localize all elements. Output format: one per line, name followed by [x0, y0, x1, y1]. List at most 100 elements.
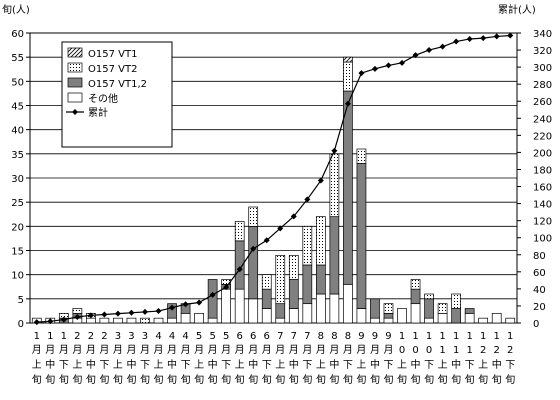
x-tick-label: 月: [302, 344, 312, 356]
bar-segment: [356, 308, 367, 324]
bar-segment: [315, 293, 326, 324]
x-tick-label: 6: [264, 331, 270, 342]
bar-segment: [221, 288, 232, 324]
x-category-label: 9 月中旬: [370, 331, 380, 386]
bar-segment: [248, 225, 259, 300]
bar-segment: [86, 317, 96, 324]
bar-segment: [424, 293, 434, 300]
x-tick-label: 下: [383, 360, 393, 371]
x-category-label: 1 0 中旬: [411, 331, 421, 386]
bar-segment: [261, 288, 272, 309]
cumulative-point: [263, 237, 270, 244]
legend-swatch: [67, 62, 83, 73]
bar-segment: [315, 264, 326, 295]
x-tick-label: 2: [101, 331, 107, 342]
x-category-label: 9 月下旬: [383, 331, 393, 386]
x-tick-label: 月: [154, 344, 164, 356]
cumulative-point: [101, 311, 108, 318]
bar-segment: [207, 279, 218, 319]
x-tick-label: 旬: [397, 373, 407, 386]
bar-segment: [234, 221, 245, 242]
x-tick-label: 旬: [356, 373, 366, 386]
x-category-label: 1 2 上旬: [478, 331, 488, 386]
bar-segment: [356, 163, 367, 309]
bar-segment: [302, 225, 313, 266]
cumulative-point: [128, 309, 135, 316]
x-tick-label: 旬: [262, 373, 272, 386]
x-tick-label: 下: [99, 360, 109, 371]
x-tick-label: 2: [88, 331, 94, 342]
bar-segment: [478, 317, 489, 324]
x-tick-label: 旬: [289, 373, 299, 386]
bar-segment: [113, 317, 123, 324]
bar-segment: [410, 303, 421, 324]
cumulative-point: [141, 308, 148, 315]
x-tick-label: 旬: [235, 373, 245, 386]
bar-segment: [464, 308, 475, 314]
x-tick-label: 月: [72, 344, 82, 356]
x-tick-label: 月: [329, 344, 339, 356]
cumulative-point: [480, 35, 487, 42]
x-tick-label: 旬: [451, 373, 461, 386]
x-tick-label: 4: [182, 331, 188, 342]
left-tick-label: 45: [11, 102, 24, 113]
x-category-label: 2 月中旬: [86, 331, 96, 386]
x-tick-label: 月: [167, 344, 177, 356]
x-tick-label: 旬: [86, 373, 96, 386]
x-tick-label: 8: [318, 331, 324, 342]
x-category-label: 6 月下旬: [262, 331, 272, 386]
right-tick-label: 220: [533, 131, 552, 142]
x-tick-label: 1: [34, 331, 40, 342]
bar-segment: [315, 216, 326, 266]
x-tick-label: 月: [356, 344, 366, 356]
bar-segment: [329, 216, 340, 295]
x-tick-label: 上: [235, 359, 245, 371]
cumulative-point: [250, 245, 257, 252]
right-tick-label: 80: [533, 251, 546, 262]
x-tick-label: 下: [59, 360, 69, 371]
x-tick-label: 月: [383, 344, 393, 356]
bar-segment: [424, 317, 434, 324]
x-tick-label: 3: [128, 331, 134, 342]
cumulative-point: [114, 310, 121, 317]
left-tick-label: 10: [11, 271, 24, 282]
right-tick-label: 140: [533, 200, 552, 211]
x-tick-label: 中: [492, 358, 502, 371]
x-category-label: 2 月上旬: [72, 331, 82, 386]
legend-marker: [72, 109, 78, 115]
x-category-label: 9 月上旬: [356, 331, 366, 386]
x-tick-label: 上: [32, 359, 42, 371]
x-tick-label: 3: [115, 331, 121, 342]
x-tick-label: 旬: [45, 373, 55, 386]
x-tick-label: 中: [208, 358, 218, 371]
bar-segment: [505, 317, 516, 324]
x-category-label: 1 1 下旬: [465, 331, 475, 386]
x-category-label: 8 月上旬: [316, 331, 326, 386]
bar-segment: [356, 148, 367, 164]
x-tick-label: 2: [74, 331, 80, 342]
x-tick-label: 旬: [492, 373, 502, 386]
bar-segment: [424, 298, 434, 319]
bar-segment: [234, 288, 245, 324]
bar-segment: [343, 90, 353, 285]
x-tick-label: 旬: [99, 373, 109, 386]
right-tick-label: 200: [533, 148, 552, 159]
x-tick-label: 旬: [113, 373, 123, 386]
cumulative-point: [439, 43, 446, 50]
x-tick-label: 月: [194, 344, 204, 356]
x-tick-label: 上: [438, 359, 448, 371]
bar-segment: [288, 308, 299, 324]
x-tick-label: 6: [236, 331, 242, 342]
bar-segment: [302, 264, 313, 305]
right-tick-label: 280: [533, 80, 552, 91]
left-tick-label: 25: [11, 198, 24, 209]
x-tick-label: 旬: [208, 373, 218, 386]
x-tick-label: 旬: [72, 373, 82, 386]
x-tick-label: 中: [411, 358, 421, 371]
x-tick-label: 5: [209, 331, 215, 342]
bar-segment: [288, 279, 299, 309]
x-tick-label: 旬: [32, 373, 42, 386]
x-tick-label: 月: [275, 344, 285, 356]
x-tick-label: 中: [289, 358, 299, 371]
bar-segment: [167, 317, 177, 324]
